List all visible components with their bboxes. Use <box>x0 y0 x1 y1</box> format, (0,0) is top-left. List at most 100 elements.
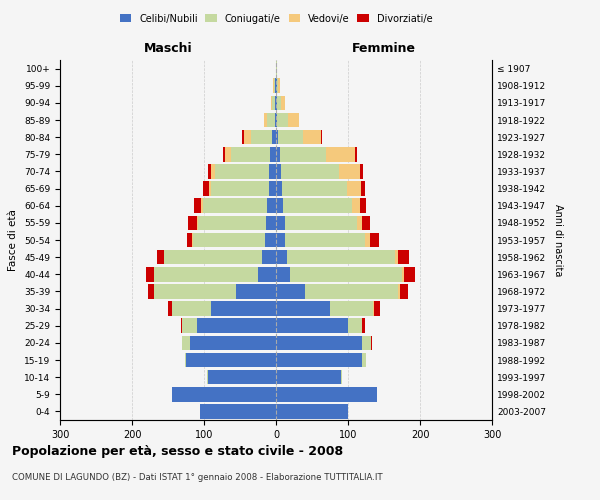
Bar <box>338 164 360 178</box>
Bar <box>251 130 272 144</box>
Bar <box>154 267 258 281</box>
Bar <box>244 130 251 144</box>
Bar <box>190 336 276 350</box>
Bar <box>277 112 288 128</box>
Text: Femmine: Femmine <box>352 42 416 55</box>
Bar <box>188 216 197 230</box>
Bar <box>172 302 211 316</box>
Bar <box>400 284 409 298</box>
Bar <box>276 318 348 333</box>
Bar <box>269 182 276 196</box>
Bar <box>168 302 172 316</box>
Bar <box>197 318 276 333</box>
Bar <box>203 182 209 196</box>
Bar <box>276 232 286 248</box>
Bar <box>157 250 164 264</box>
Bar <box>404 267 415 281</box>
Bar <box>276 78 277 93</box>
Bar <box>284 216 356 230</box>
Y-axis label: Fasce di età: Fasce di età <box>8 209 19 271</box>
Bar <box>362 318 365 333</box>
Bar <box>287 250 395 264</box>
Bar <box>348 318 362 333</box>
Bar <box>258 267 276 281</box>
Bar <box>276 112 277 128</box>
Bar <box>182 318 197 333</box>
Bar <box>272 96 275 110</box>
Bar <box>360 164 363 178</box>
Bar <box>154 284 236 298</box>
Bar <box>276 182 282 196</box>
Bar <box>242 130 244 144</box>
Bar <box>281 164 338 178</box>
Bar <box>272 130 276 144</box>
Bar <box>264 112 268 128</box>
Bar <box>269 164 276 178</box>
Bar <box>275 96 276 110</box>
Bar <box>276 250 287 264</box>
Bar <box>197 216 266 230</box>
Bar <box>172 387 276 402</box>
Bar <box>276 352 362 368</box>
Bar <box>276 164 281 178</box>
Bar <box>374 302 380 316</box>
Bar <box>276 404 348 418</box>
Bar <box>283 198 352 213</box>
Bar <box>361 182 365 196</box>
Text: COMUNE DI LAGUNDO (BZ) - Dati ISTAT 1° gennaio 2008 - Elaborazione TUTTITALIA.IT: COMUNE DI LAGUNDO (BZ) - Dati ISTAT 1° g… <box>12 472 383 482</box>
Bar <box>370 232 379 248</box>
Bar <box>200 404 276 418</box>
Bar <box>208 370 276 384</box>
Y-axis label: Anni di nascita: Anni di nascita <box>553 204 563 276</box>
Bar <box>276 216 284 230</box>
Bar <box>201 198 203 213</box>
Bar <box>305 284 398 298</box>
Bar <box>266 216 276 230</box>
Bar <box>186 352 276 368</box>
Bar <box>273 78 274 93</box>
Bar <box>326 147 355 162</box>
Bar <box>236 284 276 298</box>
Bar <box>146 267 154 281</box>
Bar <box>270 147 276 162</box>
Bar <box>276 370 341 384</box>
Bar <box>288 112 299 128</box>
Bar <box>274 78 275 93</box>
Bar <box>373 302 374 316</box>
Bar <box>286 232 365 248</box>
Bar <box>276 62 277 76</box>
Bar <box>398 250 409 264</box>
Bar <box>271 96 272 110</box>
Bar <box>398 284 400 298</box>
Bar <box>281 96 284 110</box>
Bar <box>362 352 366 368</box>
Bar <box>268 198 276 213</box>
Bar <box>276 302 330 316</box>
Bar <box>402 267 404 281</box>
Text: Maschi: Maschi <box>143 42 193 55</box>
Bar <box>362 336 371 350</box>
Bar <box>185 352 186 368</box>
Bar <box>203 198 268 213</box>
Bar <box>230 147 270 162</box>
Bar <box>193 232 265 248</box>
Bar <box>194 198 201 213</box>
Bar <box>268 112 275 128</box>
Bar <box>276 96 277 110</box>
Bar <box>276 336 362 350</box>
Bar <box>355 147 356 162</box>
Bar <box>356 216 362 230</box>
Bar <box>276 267 290 281</box>
Bar <box>275 112 276 128</box>
Bar <box>280 147 326 162</box>
Bar <box>223 147 225 162</box>
Bar <box>211 302 276 316</box>
Bar <box>215 164 269 178</box>
Bar <box>278 78 280 93</box>
Bar <box>276 147 280 162</box>
Bar <box>211 182 269 196</box>
Bar <box>276 387 377 402</box>
Bar <box>275 78 276 93</box>
Bar <box>164 250 262 264</box>
Bar <box>208 164 211 178</box>
